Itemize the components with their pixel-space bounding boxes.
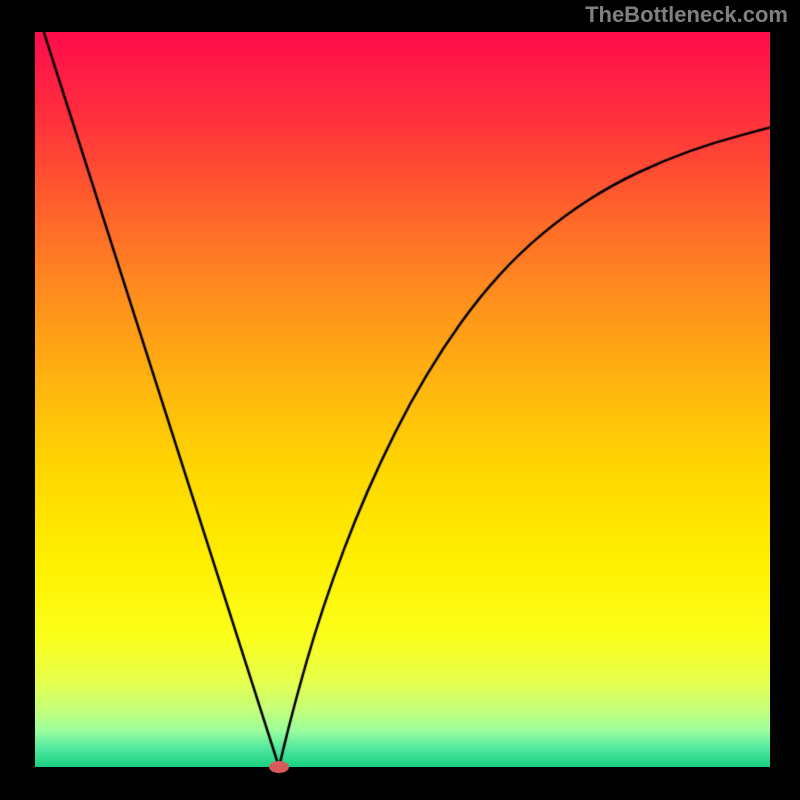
- watermark-text: TheBottleneck.com: [585, 2, 788, 28]
- curve-line: [35, 32, 770, 767]
- plot-area: [35, 32, 770, 767]
- minimum-marker: [269, 761, 289, 773]
